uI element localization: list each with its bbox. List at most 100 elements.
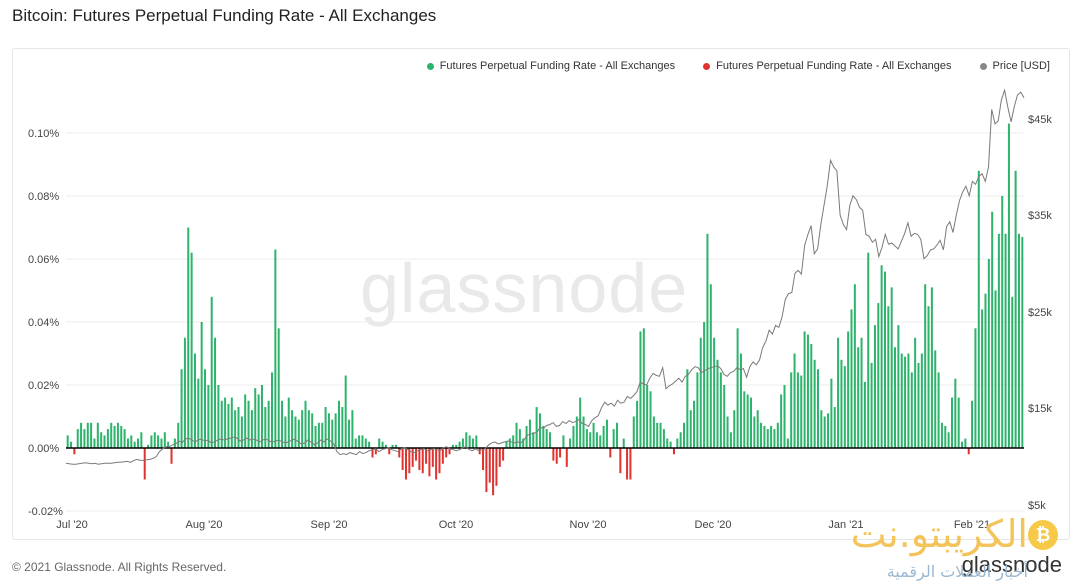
funding-bar [636, 400, 639, 448]
funding-bar [391, 444, 394, 448]
funding-bar [86, 422, 89, 448]
funding-bar [719, 372, 722, 448]
funding-bar [291, 410, 294, 448]
funding-bar [461, 438, 464, 448]
y-left-tick-label: 0.00% [28, 443, 59, 455]
funding-bar [602, 425, 605, 448]
funding-bar [823, 416, 826, 448]
alcrypto-logo: الكريبتو.نت ₿ glassnode أخبار العملات ال… [778, 512, 1068, 588]
x-tick-label: Jul '20 [56, 519, 87, 531]
y-right-tick-label: $25k [1028, 307, 1052, 319]
funding-bar [204, 369, 207, 448]
y-left-tick-label: 0.06% [28, 254, 59, 266]
funding-bar [672, 448, 675, 455]
funding-bar [937, 372, 940, 448]
funding-bar [900, 353, 903, 448]
funding-bar [806, 334, 809, 448]
funding-bar [987, 259, 990, 448]
funding-bar [729, 432, 732, 448]
legend-item-price[interactable]: Price [USD] [979, 60, 1050, 72]
funding-bar [649, 391, 652, 448]
funding-bar [408, 448, 411, 474]
legend-label-positive: Futures Perpetual Funding Rate - All Exc… [439, 60, 676, 72]
funding-bar [277, 328, 280, 448]
funding-bar [224, 397, 227, 448]
funding-bar [411, 448, 414, 467]
funding-bar [445, 448, 448, 458]
funding-bar [143, 448, 146, 480]
funding-bar [100, 432, 103, 448]
funding-bar [301, 410, 304, 448]
funding-bar [964, 438, 967, 448]
funding-bar [244, 394, 247, 448]
funding-bar [398, 448, 401, 458]
funding-bar [200, 322, 203, 448]
funding-bar [488, 448, 491, 483]
funding-bar [421, 448, 424, 474]
funding-bar [897, 325, 900, 448]
y-left-tick-label: -0.02% [28, 506, 63, 518]
funding-bar [770, 425, 773, 448]
copyright-footer: © 2021 Glassnode. All Rights Reserved. [12, 560, 227, 574]
funding-bar [341, 407, 344, 448]
legend-dot-negative [703, 62, 711, 70]
funding-bar [555, 448, 558, 464]
legend-dot-positive [426, 62, 434, 70]
funding-bar [80, 422, 83, 448]
funding-bar [971, 400, 974, 448]
funding-bar [659, 422, 662, 448]
funding-bar [669, 441, 672, 448]
funding-bar [314, 425, 317, 448]
funding-bar [894, 347, 897, 448]
funding-bar [130, 435, 133, 448]
funding-bar [140, 432, 143, 448]
funding-bar [374, 448, 377, 455]
funding-bar [961, 441, 964, 448]
funding-bar [468, 435, 471, 448]
funding-bar [190, 252, 193, 448]
funding-bar [451, 444, 454, 448]
funding-bar [502, 448, 505, 461]
funding-bar [425, 448, 428, 464]
funding-bar [703, 322, 706, 448]
funding-bar [428, 448, 431, 477]
funding-bar [378, 438, 381, 448]
funding-bar [458, 441, 461, 448]
funding-bar [870, 362, 873, 448]
funding-bar [147, 444, 150, 448]
funding-bar [957, 397, 960, 448]
funding-bar [575, 416, 578, 448]
funding-bar [73, 448, 76, 455]
funding-bar [766, 429, 769, 448]
funding-bar [803, 331, 806, 448]
funding-bar [267, 400, 270, 448]
funding-bar [70, 441, 73, 448]
funding-bar [512, 435, 515, 448]
funding-bar [274, 249, 277, 448]
legend-item-positive[interactable]: Futures Perpetual Funding Rate - All Exc… [426, 60, 676, 72]
funding-bar [947, 432, 950, 448]
funding-bar [820, 410, 823, 448]
logo-subtitle: أخبار العملات الرقمية [886, 562, 1028, 581]
funding-bar [927, 306, 930, 448]
funding-bar [183, 337, 186, 448]
funding-bar [113, 425, 116, 448]
funding-bar [612, 429, 615, 448]
funding-bar [441, 448, 444, 464]
funding-bar [220, 400, 223, 448]
funding-bar [652, 416, 655, 448]
funding-bar [321, 422, 324, 448]
funding-bar [177, 422, 180, 448]
funding-bar [532, 432, 535, 448]
funding-bar [679, 432, 682, 448]
funding-bar [746, 394, 749, 448]
funding-bar [622, 438, 625, 448]
funding-bar [776, 422, 779, 448]
funding-bar [827, 413, 830, 448]
funding-bar [344, 375, 347, 448]
funding-bar [783, 385, 786, 448]
funding-bar [227, 403, 230, 448]
legend-item-negative[interactable]: Futures Perpetual Funding Rate - All Exc… [703, 60, 952, 72]
funding-bar [850, 309, 853, 448]
funding-bar [438, 448, 441, 474]
